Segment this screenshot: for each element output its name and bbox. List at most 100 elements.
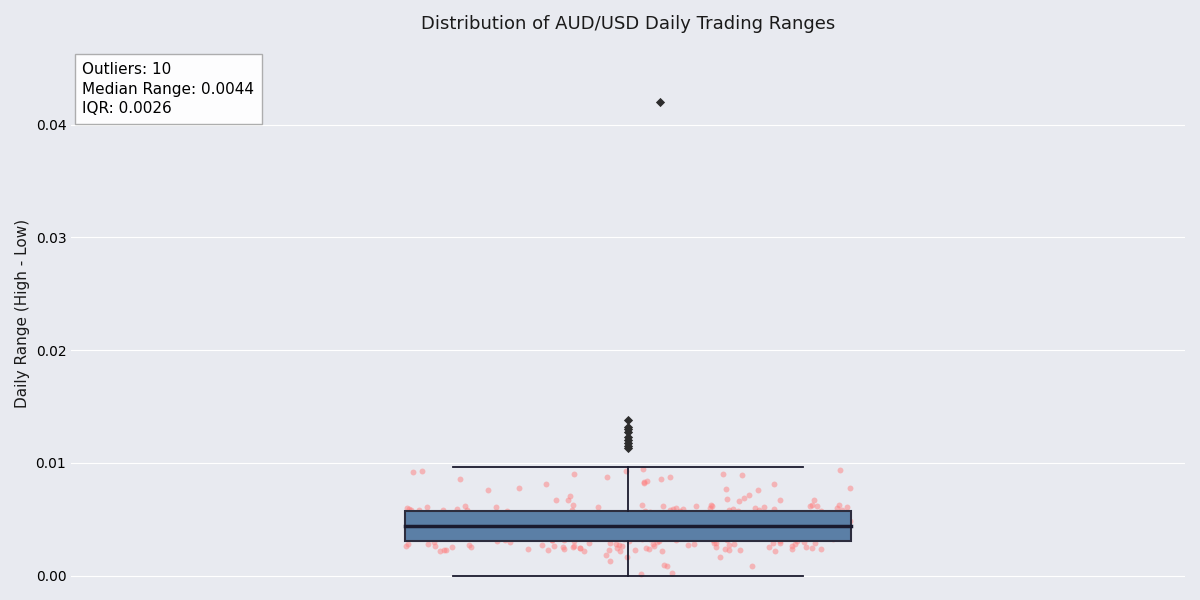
Point [425,513,444,523]
Point [798,532,817,541]
Point [650,97,670,107]
Point [524,513,544,523]
Point [706,516,725,526]
Point [636,544,655,553]
Point [544,541,563,551]
Point [544,533,563,543]
Point [802,517,821,527]
Point [577,524,596,534]
Point [635,506,654,515]
Point [504,532,523,541]
Point [518,544,538,554]
Point [704,538,724,548]
Point [558,495,577,505]
Point [548,532,568,541]
Point [409,505,428,515]
Point [656,517,676,526]
Point [437,527,456,537]
Point [599,545,618,554]
Point [700,503,719,513]
Point [635,479,654,488]
Point [551,511,570,520]
Point [425,541,444,550]
Point [563,505,582,515]
Point [565,541,584,551]
Point [440,522,460,532]
Point [497,533,516,542]
Point [671,506,690,516]
Point [580,538,599,548]
Point [660,505,679,515]
Point [750,505,769,515]
Point [787,517,806,526]
Point [653,502,672,511]
Point [664,504,683,514]
Point [498,506,517,516]
Point [516,509,535,519]
Point [647,524,666,533]
Point [730,518,749,527]
Point [640,535,659,544]
Point [823,535,842,544]
Point [542,535,562,545]
Point [659,510,678,520]
Point [424,538,443,547]
Point [578,515,598,524]
Point [434,545,454,555]
Point [476,529,496,539]
Point [497,511,516,521]
Point [652,475,671,484]
Point [680,517,700,526]
Point [743,561,762,571]
Point [598,518,617,528]
Point [811,512,830,521]
Point [656,530,676,540]
Point [631,569,650,579]
Point [608,531,628,541]
Point [443,542,462,551]
Point [554,530,574,540]
Point [617,466,636,476]
Point [785,539,804,549]
Point [702,501,721,511]
Point [803,500,822,510]
Point [685,539,704,548]
Point [539,545,558,555]
Point [496,518,515,527]
Point [730,496,749,506]
Point [600,538,619,548]
Point [811,545,830,554]
Point [634,477,653,487]
Point [485,532,504,542]
Point [500,538,520,547]
Point [827,503,846,513]
Point [766,530,785,539]
Point [454,533,473,542]
Point [640,545,659,554]
Point [764,505,784,514]
Point [564,536,583,545]
Point [707,539,726,548]
Point [610,540,629,550]
Point [686,501,706,511]
Point [775,511,794,521]
Point [610,513,629,523]
Point [462,542,481,552]
Point [610,547,629,556]
Point [564,542,583,552]
Point [442,514,461,523]
Point [406,524,425,533]
Point [618,428,637,437]
Point [718,494,737,503]
Point [802,509,821,519]
Point [750,532,769,542]
Point [733,531,752,541]
Point [596,550,616,559]
Point [457,505,476,515]
Point [809,511,828,520]
Point [570,544,589,553]
Point [719,545,738,555]
Point [770,538,790,548]
Point [564,469,583,479]
Point [811,506,830,516]
